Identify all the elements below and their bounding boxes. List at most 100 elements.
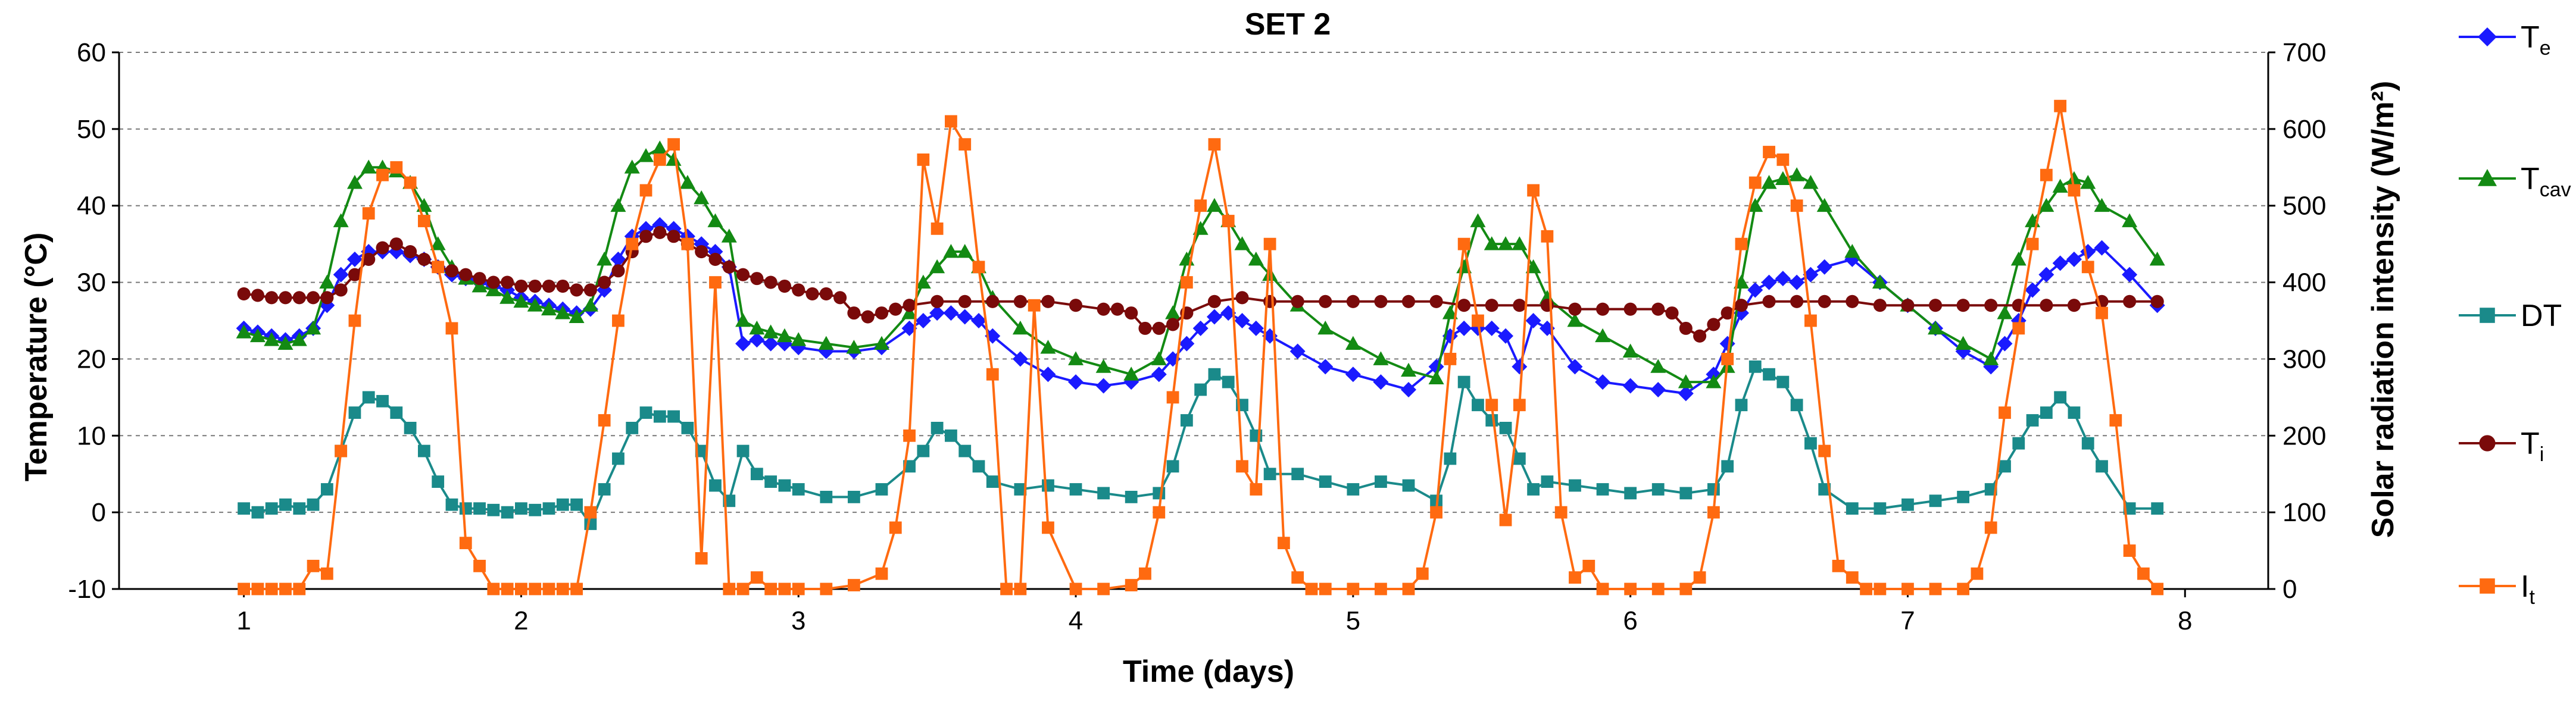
data-point-tcav <box>541 301 557 316</box>
data-point-tcav <box>2038 198 2054 212</box>
data-point-ti <box>1235 291 1249 305</box>
data-point-dt <box>2151 502 2164 515</box>
data-point-dt <box>487 503 500 516</box>
data-point-tcav <box>430 236 446 250</box>
data-point-tcav <box>1678 374 1694 388</box>
x-tick-label: 7 <box>1900 606 1915 635</box>
legend-marker <box>2478 169 2497 186</box>
data-point-ti <box>1707 318 1721 331</box>
data-point-it <box>1000 582 1013 596</box>
data-point-ti <box>445 264 459 278</box>
data-point-dt <box>1763 368 1775 381</box>
data-point-dt <box>778 479 791 492</box>
data-point-it <box>1513 399 1526 412</box>
data-point-ti <box>237 287 251 300</box>
data-point-te <box>1179 336 1195 352</box>
data-point-ti <box>1623 302 1637 316</box>
data-point-tcav <box>1345 336 1361 350</box>
data-point-dt <box>1208 368 1221 381</box>
data-point-dt <box>695 444 708 458</box>
x-tick-label: 6 <box>1623 606 1637 635</box>
data-point-it <box>2081 261 2094 274</box>
data-point-it <box>1776 153 1790 166</box>
y-tick-label: -10 <box>68 575 106 604</box>
data-point-ti <box>1734 299 1748 312</box>
data-point-tcav <box>527 297 543 312</box>
data-point-it <box>2109 414 2122 427</box>
data-point-it <box>1485 399 1498 412</box>
data-point-tcav <box>249 328 266 343</box>
data-point-ti <box>320 291 334 305</box>
data-point-it <box>1069 582 1082 596</box>
data-point-it <box>1624 582 1637 596</box>
data-point-ti <box>958 294 972 308</box>
data-point-ti <box>1429 294 1443 308</box>
data-point-it <box>889 521 902 534</box>
data-point-it <box>972 261 985 274</box>
data-point-it <box>2068 184 2081 197</box>
data-point-ti <box>861 310 875 324</box>
data-point-it <box>1402 582 1415 596</box>
data-point-dt <box>639 406 652 419</box>
data-point-dt <box>1472 399 1484 412</box>
y-tick-label: 60 <box>77 38 106 67</box>
data-point-dt <box>1125 490 1138 503</box>
data-point-it <box>1250 483 1263 496</box>
data-point-dt <box>2012 437 2025 450</box>
data-point-dt <box>1804 437 1817 450</box>
data-point-it <box>515 582 527 596</box>
data-point-ti <box>931 294 944 308</box>
data-point-tcav <box>1123 366 1139 381</box>
data-point-it <box>1804 314 1817 327</box>
data-point-it <box>487 582 500 596</box>
data-point-dt <box>626 422 639 434</box>
legend-label: It <box>2521 569 2535 609</box>
data-point-tcav <box>582 297 598 312</box>
data-point-te <box>2094 240 2110 256</box>
data-point-tcav <box>1442 305 1458 319</box>
data-point-it <box>1444 353 1457 365</box>
legend-marker <box>2480 308 2495 323</box>
data-point-it <box>903 429 916 442</box>
data-point-it <box>1679 582 1693 596</box>
data-point-it <box>1929 582 1942 596</box>
data-point-it <box>1596 582 1609 596</box>
data-point-it <box>1028 299 1041 312</box>
data-point-dt <box>1679 487 1693 500</box>
data-point-te <box>735 336 751 352</box>
data-point-dt <box>1402 479 1415 492</box>
data-point-te <box>2122 267 2138 283</box>
data-point-it <box>653 153 666 166</box>
data-point-dt <box>1222 375 1235 388</box>
data-point-tcav <box>2149 251 2165 266</box>
data-point-te <box>1803 267 1819 283</box>
data-point-dt <box>1957 490 1970 503</box>
data-point-it <box>1541 230 1554 243</box>
data-point-it <box>1166 391 1179 404</box>
data-point-dt <box>986 475 999 488</box>
data-point-ti <box>1873 299 1887 312</box>
data-point-it <box>986 368 999 381</box>
data-point-ti <box>1901 299 1915 312</box>
data-point-it <box>958 138 972 151</box>
data-point-te <box>1040 366 1056 383</box>
data-point-ti <box>889 302 903 316</box>
axes <box>112 51 2275 597</box>
data-point-dt <box>1541 475 1554 488</box>
data-point-it <box>2054 99 2067 112</box>
legend-label: Ti <box>2521 427 2544 466</box>
data-point-it <box>945 115 957 128</box>
data-point-ti <box>473 272 486 286</box>
data-point-dt <box>1513 452 1526 465</box>
data-point-it <box>612 314 625 327</box>
data-point-it <box>1569 571 1581 584</box>
data-point-it <box>1277 537 1290 550</box>
data-point-it <box>293 582 306 596</box>
data-point-te <box>1595 374 1611 390</box>
data-point-te <box>1775 271 1791 287</box>
data-point-tcav <box>499 290 516 304</box>
data-point-tcav <box>1401 362 1416 377</box>
data-point-ti <box>1013 294 1027 308</box>
chart-title: SET 2 <box>1245 7 1331 42</box>
